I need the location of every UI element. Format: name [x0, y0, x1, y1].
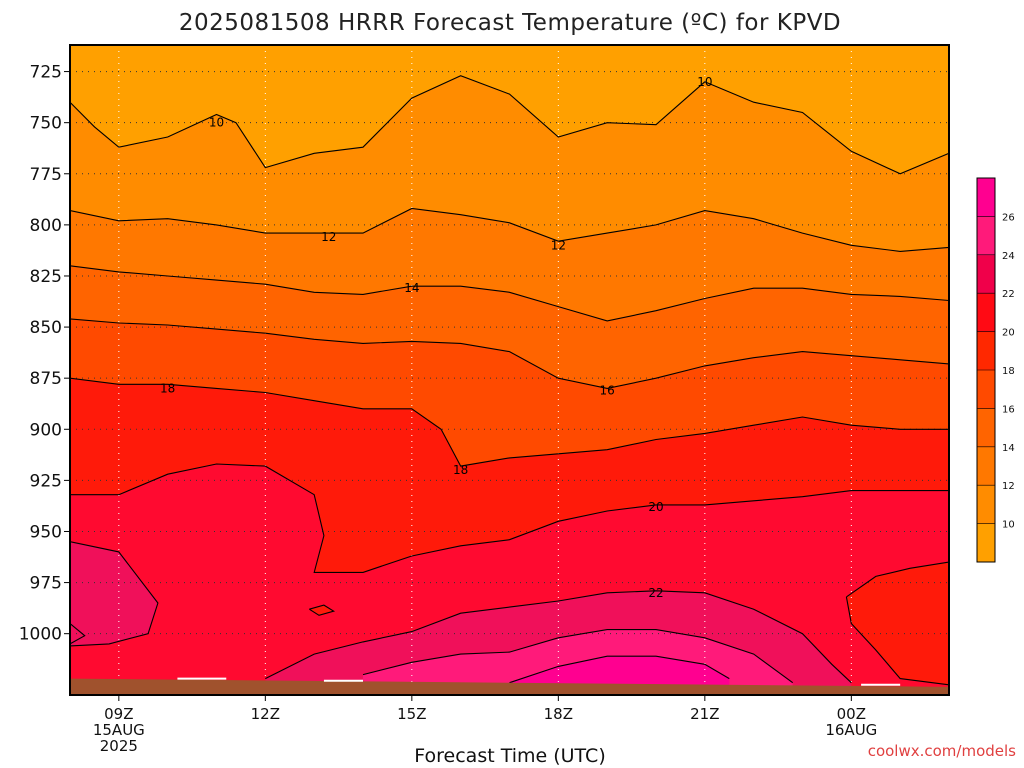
isotherm-20 — [846, 561, 949, 598]
isotherm-22 — [70, 541, 159, 647]
contour-label: 22 — [648, 586, 663, 600]
colorbar-swatch — [977, 446, 995, 486]
colorbar: 10 12 14 16 18 20 22 24 26 — [976, 177, 1015, 563]
contour-label: 12 — [551, 238, 566, 252]
isotherm-20 — [70, 463, 949, 573]
colorbar-tick-label: 22 — [1002, 289, 1015, 300]
temperature-bands — [70, 45, 949, 695]
y-tick-label: 750 — [30, 114, 62, 134]
colorbar-swatch — [977, 408, 995, 448]
x-tick-label: 15AUG — [93, 721, 145, 739]
chart-title: 2025081508 HRRR Forecast Temperature (ºC… — [179, 10, 841, 36]
ground-surface — [70, 677, 949, 695]
isotherm-24 — [362, 629, 794, 684]
colorbar-tick-label: 12 — [1002, 481, 1015, 492]
plot-frame — [69, 44, 950, 696]
contour-label: 10 — [209, 116, 224, 130]
y-tick-label: 975 — [30, 574, 62, 594]
x-tick-label: 21Z — [690, 705, 719, 723]
y-tick-label: 850 — [30, 318, 62, 338]
x-tick-label: 09Z — [104, 705, 133, 723]
y-tick-label: 925 — [30, 471, 62, 491]
x-tick-label: 18Z — [544, 705, 573, 723]
credit-text: coolwx.com/models — [868, 742, 1016, 760]
colorbar-tick-label: 14 — [1002, 443, 1015, 454]
x-tick-label: 15Z — [397, 705, 426, 723]
x-tick-label: 12Z — [251, 705, 280, 723]
colorbar-swatch — [977, 523, 995, 563]
colorbar-swatch — [977, 331, 995, 371]
isotherm-18 — [70, 377, 949, 467]
colorbar-swatch — [977, 216, 995, 256]
isotherm-10 — [70, 75, 949, 175]
isotherm-22 — [265, 590, 852, 684]
plot-area — [70, 45, 949, 695]
y-tick-label: 1000 — [19, 625, 62, 645]
colorbar-swatch — [977, 485, 995, 525]
contour-labels: 10 10 12 12 14 16 18 18 20 22 — [160, 75, 712, 600]
isotherm-12 — [70, 207, 949, 252]
colorbar-tick-label: 20 — [1002, 328, 1015, 339]
y-tick-label: 800 — [30, 216, 62, 236]
contour-label: 14 — [404, 281, 419, 295]
y-tick-label: 900 — [30, 420, 62, 440]
y-tick-label: 725 — [30, 63, 62, 83]
y-tick-label: 950 — [30, 522, 62, 542]
isotherm-16 — [70, 318, 949, 389]
colorbar-swatch — [977, 254, 995, 294]
colorbar-tick-label: 10 — [1002, 520, 1015, 531]
colorbar-swatch — [977, 293, 995, 333]
band-22-24-left — [70, 541, 158, 646]
y-tick-label: 875 — [30, 369, 62, 389]
colorbar-tick-label: 26 — [1002, 212, 1015, 223]
contour-label: 12 — [321, 230, 336, 244]
isotherm-26 — [509, 655, 730, 684]
isotherm-24 — [70, 623, 86, 645]
isotherm-20 — [845, 596, 949, 686]
ground-fill — [70, 678, 949, 695]
x-tick-label: 00Z — [837, 705, 866, 723]
x-tick-label: 2025 — [100, 737, 138, 755]
colorbar-tick-label: 24 — [1002, 251, 1015, 262]
isotherm-20 — [309, 604, 336, 616]
contour-label: 16 — [600, 383, 615, 397]
contour-label: 10 — [697, 75, 712, 89]
y-tick-label: 775 — [30, 165, 62, 185]
colorbar-tick-label: 16 — [1002, 404, 1015, 415]
isotherm-14 — [70, 265, 949, 322]
x-tick-label: 16AUG — [825, 721, 877, 739]
isotherm-lines — [70, 75, 949, 686]
contour-label: 18 — [160, 381, 175, 395]
x-axis-label: Forecast Time (UTC) — [414, 745, 605, 767]
band-18-20-right — [846, 562, 949, 685]
contour-label: 18 — [453, 463, 468, 477]
y-tick-label: 825 — [30, 267, 62, 287]
y-axis: 725 750 775 800 825 850 875 900 925 950 975 1000 — [19, 63, 70, 645]
colorbar-swatch — [977, 370, 995, 409]
contour-label: 20 — [648, 500, 663, 514]
colorbar-tick-label: 18 — [1002, 366, 1015, 377]
band-lt10 — [70, 45, 949, 174]
colorbar-swatch — [977, 178, 995, 217]
